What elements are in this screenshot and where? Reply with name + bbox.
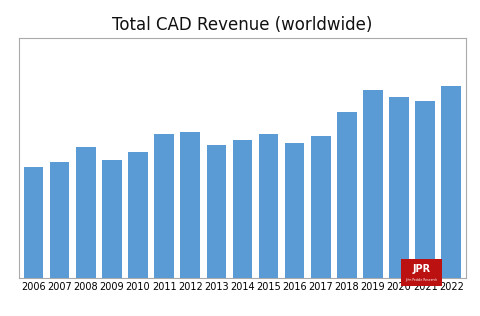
Bar (128, 152, 148, 278)
Title: Total CAD Revenue (worldwide): Total CAD Revenue (worldwide) (112, 15, 372, 33)
Bar (206, 145, 226, 278)
Text: John Peddie Research: John Peddie Research (405, 278, 437, 282)
Bar (233, 140, 252, 278)
Bar (76, 147, 96, 278)
Text: JPR: JPR (412, 264, 430, 274)
Bar (311, 136, 331, 278)
Bar (442, 86, 461, 278)
Bar (389, 97, 409, 278)
Bar (337, 112, 357, 278)
Bar (259, 134, 278, 278)
Bar (415, 101, 435, 278)
Bar (102, 160, 121, 278)
Bar (50, 162, 70, 278)
Bar (363, 90, 383, 278)
Bar (285, 143, 304, 278)
Bar (154, 134, 174, 278)
Bar (180, 132, 200, 278)
Bar (24, 167, 43, 278)
